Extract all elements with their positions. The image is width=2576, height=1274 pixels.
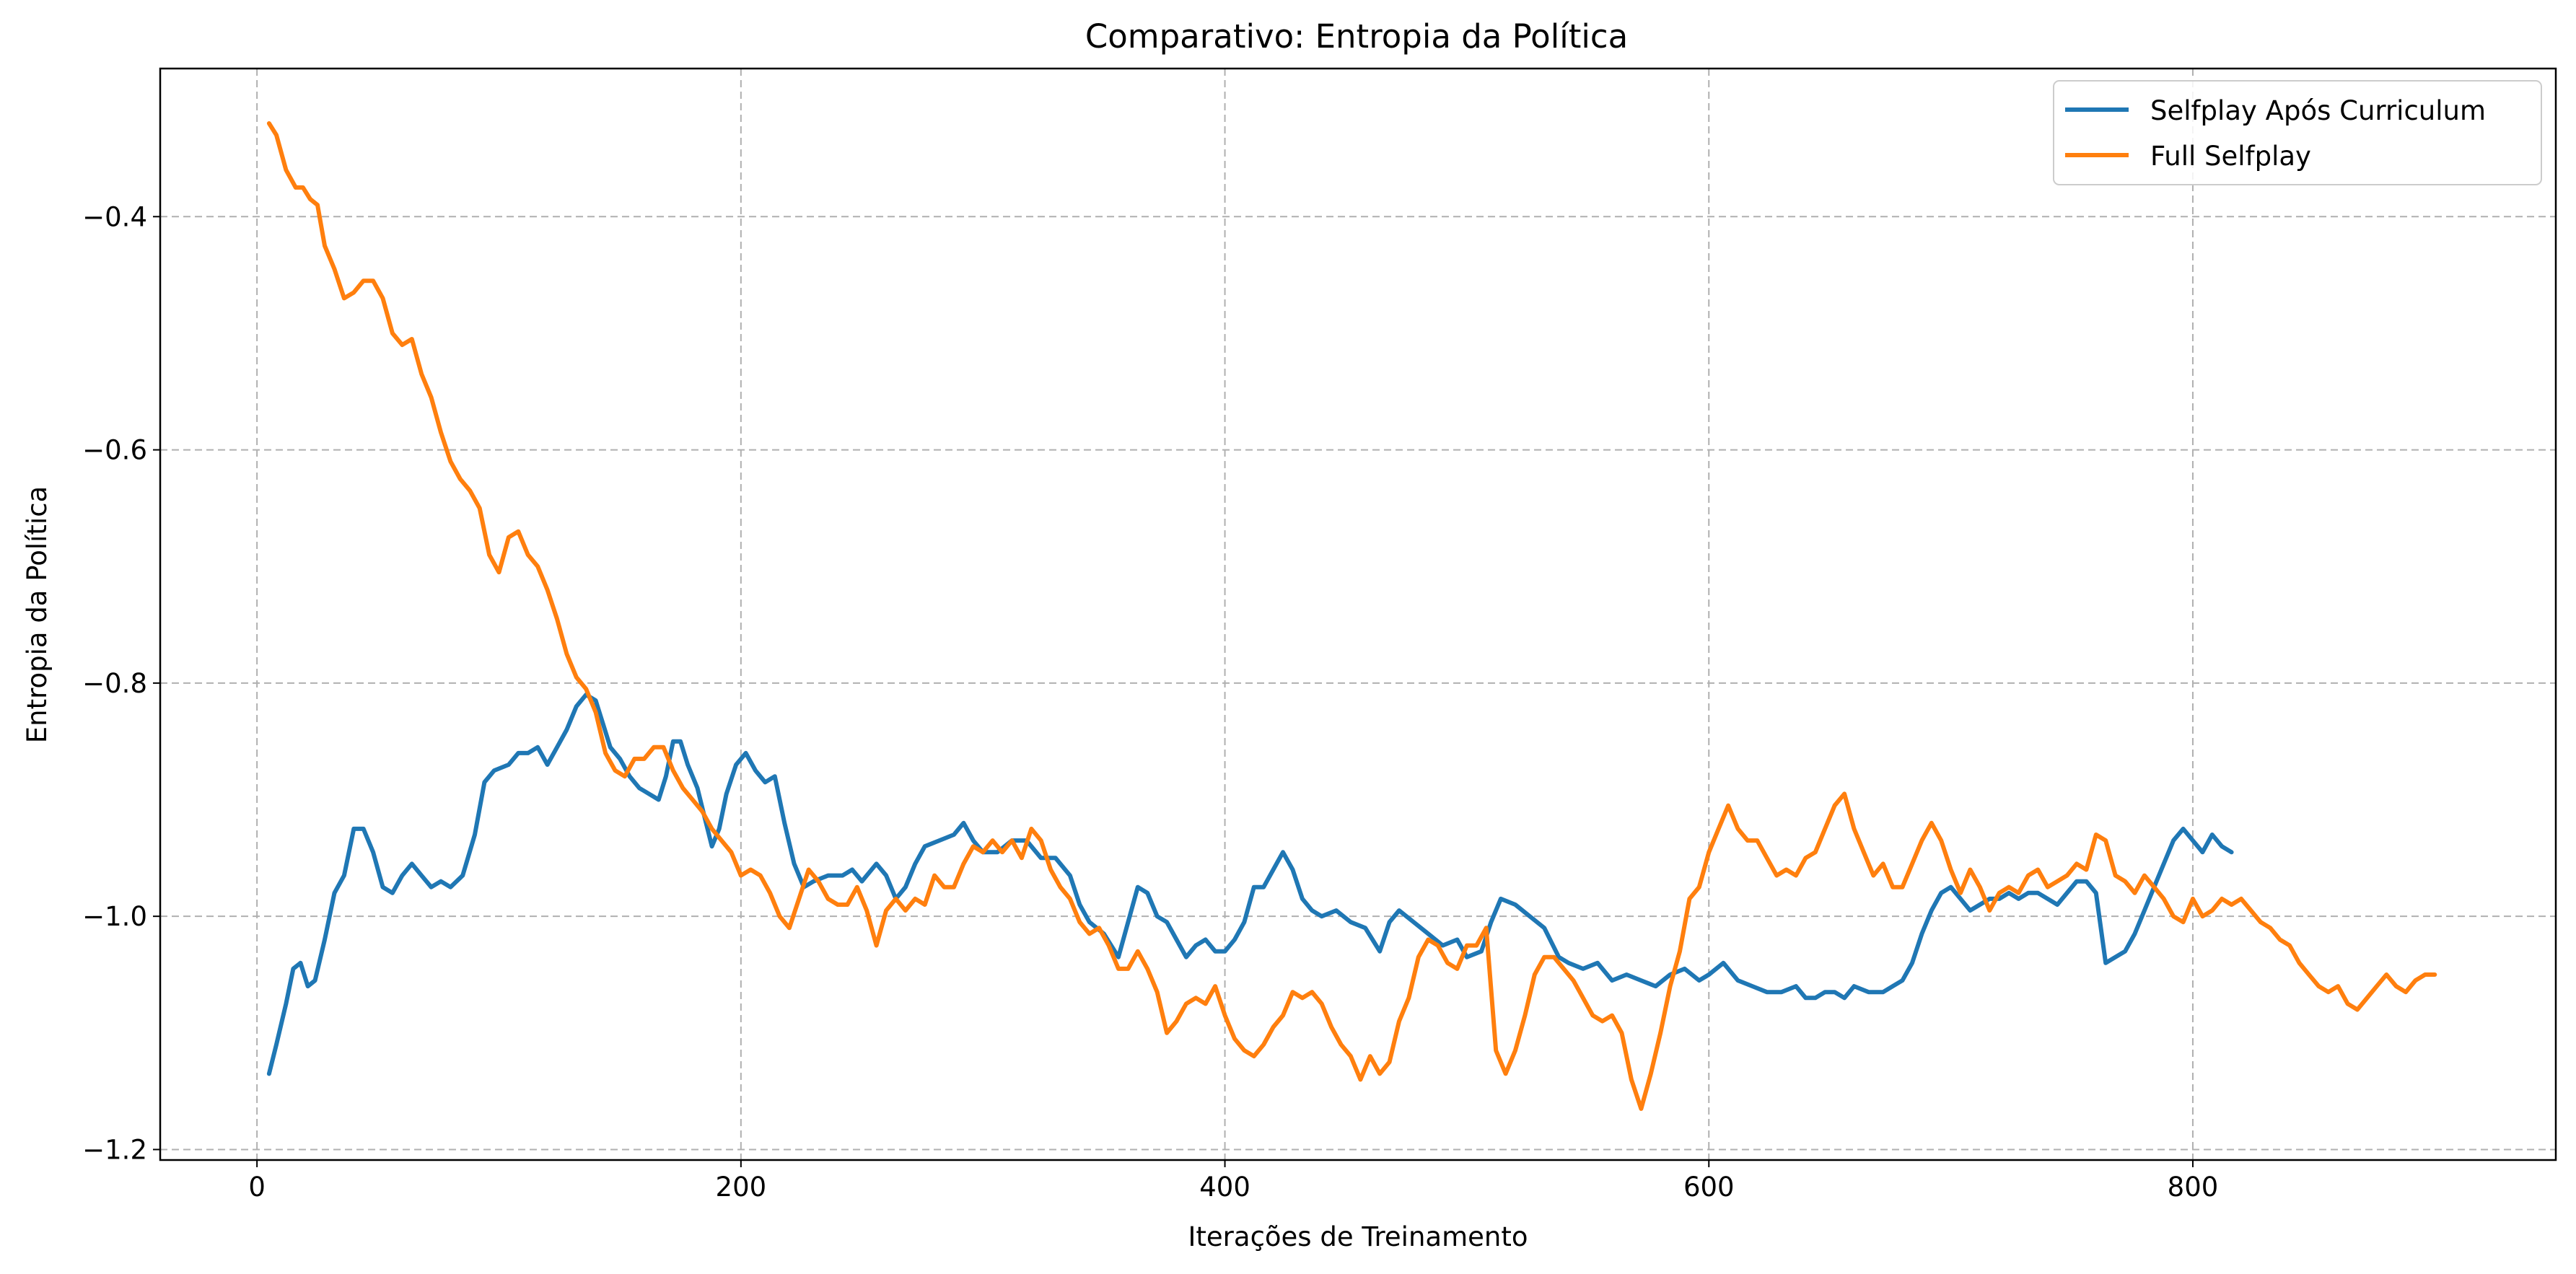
y-axis-ticks: −1.2 −1.0 −0.8 −0.6 −0.4 bbox=[82, 201, 160, 1165]
y-tick-label: −1.2 bbox=[82, 1134, 147, 1165]
legend-label-series-2: Full Selfplay bbox=[2150, 141, 2311, 172]
legend-label-series-1: Selfplay Após Curriculum bbox=[2150, 95, 2486, 126]
y-axis-label: Entropia da Política bbox=[22, 486, 53, 744]
series-line-1 bbox=[266, 693, 2234, 1076]
x-tick-label: 400 bbox=[1199, 1172, 1250, 1203]
y-tick-label: −0.8 bbox=[82, 668, 147, 699]
legend-box bbox=[2053, 80, 2542, 185]
x-axis-ticks: 0 200 400 600 800 bbox=[248, 1160, 2218, 1203]
x-axis-label: Iterações de Treinamento bbox=[1188, 1221, 1528, 1252]
grid bbox=[160, 69, 2556, 1160]
y-tick-label: −0.4 bbox=[82, 201, 147, 232]
legend: Selfplay Após Curriculum Full Selfplay bbox=[2053, 80, 2542, 185]
series-layer bbox=[266, 121, 2437, 1111]
plot-frame bbox=[159, 67, 2557, 1161]
y-tick-label: −0.6 bbox=[82, 435, 147, 466]
x-tick-label: 200 bbox=[716, 1172, 767, 1203]
chart-title: Comparativo: Entropia da Política bbox=[1085, 17, 1628, 56]
y-tick-label: −1.0 bbox=[82, 901, 147, 932]
series-line-2 bbox=[266, 121, 2437, 1111]
x-tick-label: 0 bbox=[248, 1172, 266, 1203]
x-tick-label: 600 bbox=[1683, 1172, 1735, 1203]
x-tick-label: 800 bbox=[2168, 1172, 2219, 1203]
